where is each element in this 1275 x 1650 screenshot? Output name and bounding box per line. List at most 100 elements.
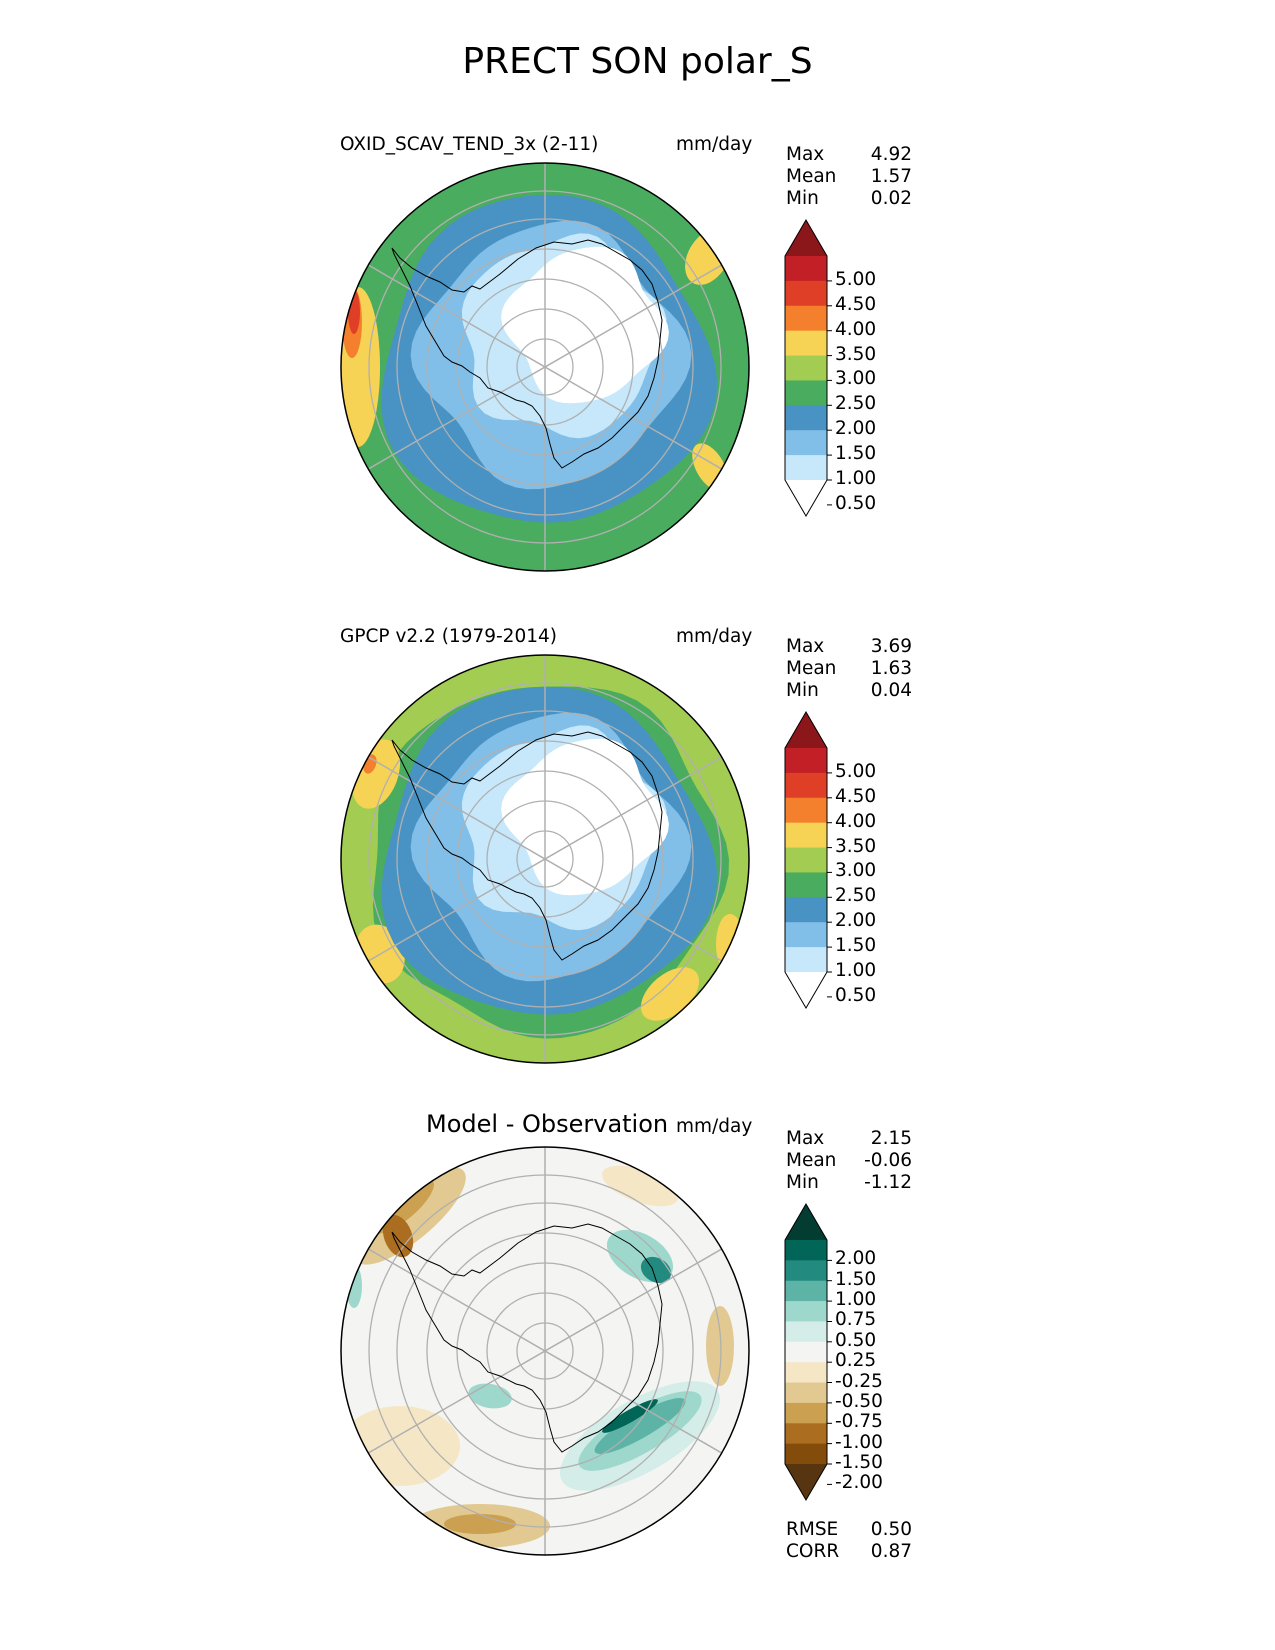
metric-corr-label: CORR — [786, 1541, 840, 1562]
colorbar-tick-label: 2.00 — [835, 910, 877, 932]
colorbar-extend-bottom — [785, 480, 827, 516]
colorbar-tick-label: -2.00 — [835, 1472, 883, 1494]
metric-rmse-label: RMSE — [786, 1519, 839, 1540]
colorbar-tick-label: -1.50 — [835, 1452, 883, 1473]
colorbar-tick-label: -1.00 — [835, 1431, 883, 1453]
wet-bias-region — [346, 1264, 362, 1308]
colorbar-tick-label: 1.00 — [835, 468, 877, 489]
stat-mean-label: Mean — [786, 166, 837, 187]
colorbar-segment — [785, 1301, 827, 1322]
stat-min-label: Min — [786, 1172, 819, 1193]
graticule — [367, 163, 723, 571]
colorbar-segment — [785, 455, 827, 481]
colorbar-tick-label: 4.50 — [835, 293, 877, 315]
colorbar-tick-label: 4.00 — [835, 810, 877, 832]
panel-3-units: mm/day — [676, 1116, 753, 1137]
colorbar-tick-label: 2.00 — [835, 1248, 877, 1270]
panel-2-title: GPCP v2.2 (1979-2014) — [340, 626, 557, 647]
antarctica-coastline-icon — [391, 239, 663, 469]
colorbar-segment — [785, 748, 827, 774]
map-field — [341, 1147, 749, 1555]
panel-2-map — [340, 654, 750, 1064]
panel-2-colorbar — [784, 711, 832, 1009]
colorbar-tick-label: 3.50 — [835, 343, 877, 365]
stat-mean-label: Mean — [786, 658, 837, 679]
colorbar-tick-label: 4.00 — [835, 318, 877, 340]
colorbar-segment — [785, 1341, 827, 1363]
colorbar-segment — [785, 305, 827, 332]
panel-1-map — [340, 162, 750, 572]
colorbar-segment — [785, 1362, 827, 1384]
longitude-line — [367, 858, 546, 962]
colorbar-tick-label: 1.00 — [835, 1289, 877, 1311]
graticule — [367, 655, 723, 1063]
colorbar-tick-label: 1.50 — [835, 1268, 877, 1290]
colorbar-segment — [785, 330, 827, 357]
longitude-line — [544, 1350, 723, 1454]
colorbar-tick-label: 0.50 — [835, 1329, 877, 1351]
stat-mean-value: 1.63 — [870, 658, 912, 679]
colorbar-tick-label: -0.25 — [835, 1370, 883, 1392]
colorbar-segment — [785, 1240, 827, 1261]
colorbar-tick-label: 0.25 — [835, 1350, 877, 1372]
longitude-line — [367, 756, 546, 860]
colorbar-segment — [785, 897, 827, 923]
wet-bias-region — [468, 1383, 512, 1409]
colorbar-tick-label: 4.50 — [835, 785, 877, 807]
colorbar-segment — [785, 256, 827, 282]
panel-3-colorbar — [784, 1203, 832, 1501]
panel-2-units: mm/day — [676, 626, 753, 647]
stat-max-label: Max — [786, 636, 825, 657]
colorbar-segment — [785, 797, 827, 824]
colorbar-tick-label: -0.75 — [835, 1411, 883, 1433]
colorbar-segment — [785, 430, 827, 456]
stat-min-value: -1.12 — [864, 1172, 912, 1193]
stat-mean-value: 1.57 — [870, 166, 912, 187]
dry-bias-region — [706, 1306, 734, 1386]
antarctica-coastline-icon — [391, 731, 663, 961]
panel-1-units: mm/day — [676, 134, 753, 155]
colorbar-segment — [785, 1402, 827, 1424]
colorbar-tick-label: 0.75 — [835, 1309, 877, 1331]
colorbar-tick-label: 2.50 — [835, 393, 877, 415]
wet-bias-region — [594, 1398, 686, 1454]
colorbar-tick-label: 2.00 — [835, 418, 877, 440]
longitude-line — [544, 858, 723, 962]
antarctica-coastline-icon — [391, 1223, 663, 1453]
panel-1-title: OXID_SCAV_TEND_3x (2-11) — [340, 134, 599, 155]
colorbar-extend-top — [785, 1204, 827, 1240]
figure-title: PRECT SON polar_S — [462, 41, 813, 82]
colorbar-extend-top — [785, 712, 827, 748]
colorbar-segment — [785, 822, 827, 849]
longitude-line — [367, 1248, 546, 1352]
colorbar-segment — [785, 380, 827, 406]
colorbar-tick-label: 5.00 — [835, 268, 877, 290]
colorbar-tick-label: 2.50 — [835, 885, 877, 907]
longitude-line — [367, 264, 546, 368]
longitude-line — [544, 366, 723, 470]
panel-3-title: Model - Observation — [426, 1110, 669, 1138]
colorbar-segment — [785, 1260, 827, 1282]
colorbar-segment — [785, 1321, 827, 1343]
colorbar-tick-label: 1.50 — [835, 443, 877, 465]
colorbar-extend-top — [785, 220, 827, 256]
colorbar-segment — [785, 1443, 827, 1465]
metric-corr-value: 0.87 — [870, 1541, 912, 1562]
metric-rmse-value: 0.50 — [870, 1519, 912, 1540]
colorbar-segment — [785, 405, 827, 431]
stat-max-label: Max — [786, 144, 825, 165]
stat-min-value: 0.02 — [870, 188, 912, 209]
longitude-line — [367, 1350, 546, 1454]
colorbar-extend-bottom — [785, 1464, 827, 1500]
panel-1-colorbar — [784, 219, 832, 517]
dry-bias-region — [341, 1406, 460, 1486]
colorbar-tick-label: 0.50 — [835, 492, 877, 514]
colorbar-segment — [785, 355, 827, 381]
stat-min-label: Min — [786, 680, 819, 701]
colorbar-segment — [785, 922, 827, 948]
colorbar-segment — [785, 772, 827, 799]
colorbar-segment — [785, 947, 827, 973]
dry-bias-region — [444, 1514, 516, 1534]
colorbar-tick-label: 3.00 — [835, 368, 877, 390]
colorbar-segment — [785, 872, 827, 898]
